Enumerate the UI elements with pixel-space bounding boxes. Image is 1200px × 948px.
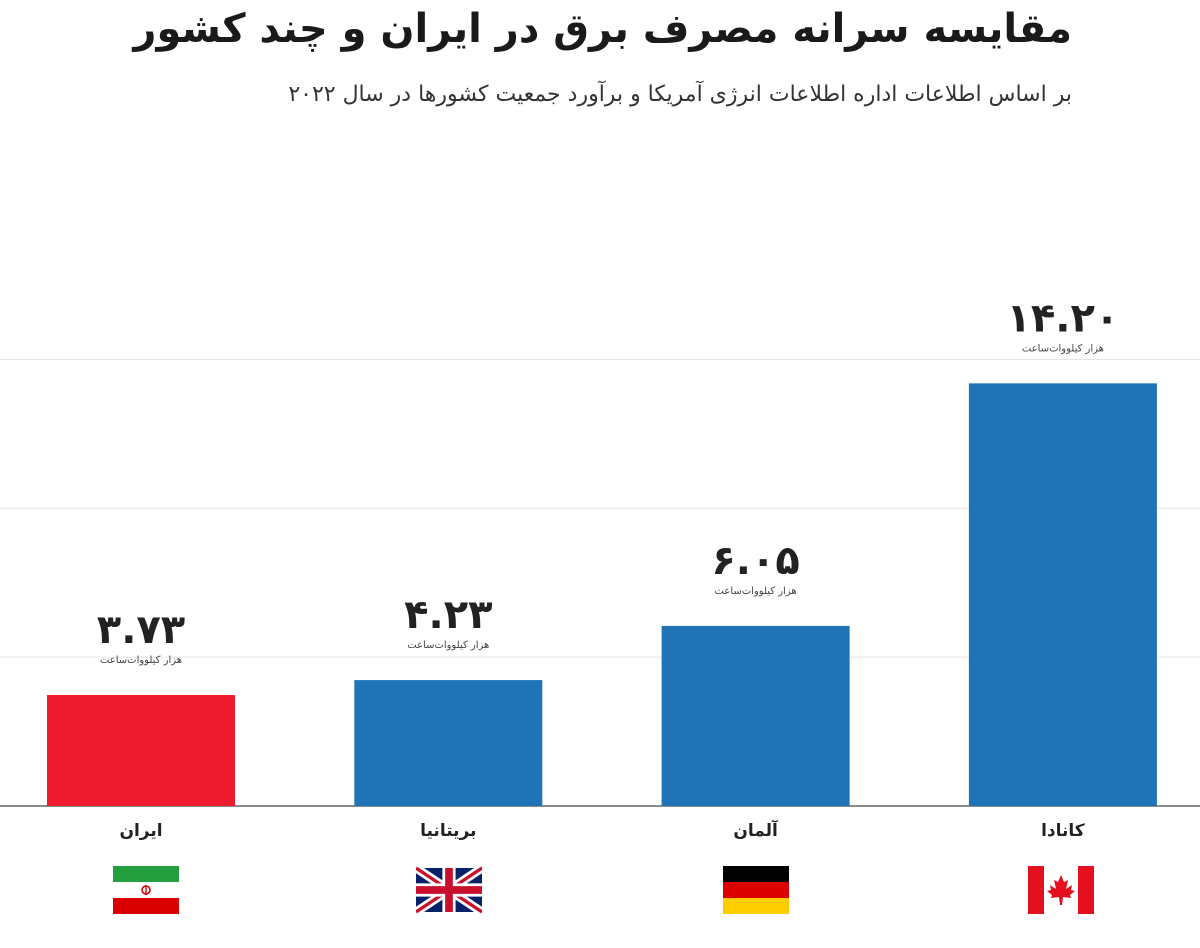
bar	[47, 694, 235, 806]
category-tick-label: بریتانیا	[420, 821, 476, 841]
data-label: ۴.۲۳	[404, 592, 492, 638]
unit-label: هزار کیلووات‌ساعت	[1022, 343, 1104, 354]
unit-label: هزار کیلووات‌ساعت	[407, 640, 489, 651]
iran-flag-icon	[113, 866, 179, 914]
canada-flag-icon	[1028, 866, 1094, 914]
category-tick-label: آلمان	[733, 819, 779, 841]
category-tick-label: ایران	[119, 821, 162, 841]
data-label: ۶.۰۵	[711, 538, 799, 584]
data-label: ۱۴.۲۰	[1006, 295, 1119, 341]
chart-subtitle: بر اساس اطلاعات اداره اطلاعات انرژی آمری…	[288, 82, 1072, 107]
uk-flag-icon	[416, 866, 482, 914]
bar	[661, 625, 850, 806]
unit-label: هزار کیلووات‌ساعت	[715, 586, 797, 597]
germany-flag-icon	[723, 866, 789, 914]
chart-title: مقایسه سرانه مصرف برق در ایران و چند کشو…	[133, 6, 1072, 52]
bar	[968, 383, 1157, 806]
data-label: ۳.۷۳	[97, 607, 185, 653]
bar	[354, 680, 543, 806]
unit-label: هزار کیلووات‌ساعت	[100, 655, 182, 666]
category-tick-label: کانادا	[1041, 821, 1085, 841]
